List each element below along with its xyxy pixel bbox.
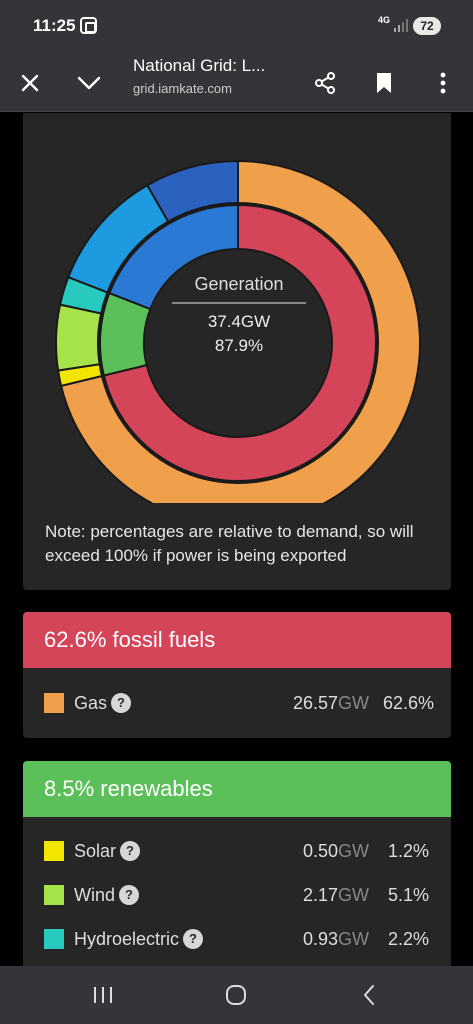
source-label: Solar — [74, 840, 117, 861]
help-icon[interactable]: ? — [120, 841, 141, 861]
bookmark-icon — [377, 73, 391, 93]
bookmark-button[interactable] — [365, 64, 403, 102]
help-icon[interactable]: ? — [111, 693, 132, 713]
battery-badge: 72 — [413, 17, 441, 35]
outer-ring-slice-2 — [55, 303, 103, 372]
signal-icon — [394, 19, 408, 32]
home-button[interactable] — [216, 979, 256, 1011]
page-title: National Grid: L... — [133, 56, 266, 75]
browser-toolbar: National Grid: L... grid.iamkate.com — [0, 54, 473, 112]
source-gw: 0.50 — [302, 840, 338, 861]
recent-apps-icon — [94, 987, 112, 1003]
group-header-renewables: 8.5% renewables — [23, 761, 451, 817]
chevron-down-icon — [77, 76, 101, 90]
source-values: 0.50 GW 1.2% — [303, 829, 429, 873]
chart-center-pct: 87.9% — [214, 336, 264, 355]
help-icon[interactable]: ? — [183, 929, 204, 949]
gas-swatch — [44, 693, 64, 713]
share-button[interactable] — [306, 64, 344, 102]
source-values: 26.57 GW 62.6% — [292, 668, 435, 738]
source-pct: 5.1% — [387, 884, 429, 905]
hydroelectric-swatch — [44, 929, 64, 949]
chart-center-divider — [172, 302, 306, 304]
page-content: Generation 37.4GW 87.9% Note: percentage… — [0, 113, 473, 966]
outer-ring-slice-0 — [59, 159, 421, 503]
outer-ring-slice-5 — [145, 159, 239, 223]
source-label: Hydroelectric — [74, 928, 180, 949]
renewables-card: 8.5% renewables Solar ? 0.50 GW 1.2% Wind… — [23, 761, 451, 966]
chart-center-gw: 37.4GW — [207, 312, 271, 331]
back-icon — [364, 985, 374, 1005]
source-row-gas: Gas ? 26.57 GW 62.6% — [23, 668, 451, 738]
back-button[interactable] — [349, 979, 389, 1011]
address-block[interactable]: National Grid: L... grid.iamkate.com — [133, 56, 293, 96]
close-button[interactable] — [11, 64, 49, 102]
help-icon[interactable]: ? — [119, 885, 140, 905]
source-label: Gas — [74, 692, 108, 713]
recent-apps-button[interactable] — [83, 979, 123, 1011]
solar-swatch — [44, 841, 64, 861]
wind-swatch — [44, 885, 64, 905]
share-icon — [315, 72, 335, 94]
home-icon — [226, 985, 246, 1005]
source-pct: 62.6% — [383, 692, 435, 713]
gw-unit: GW — [338, 928, 369, 949]
more-options-button[interactable] — [424, 64, 462, 102]
source-row-hydroelectric: Hydroelectric ? 0.93 GW 2.2% — [23, 917, 451, 961]
more-vert-icon — [440, 72, 446, 94]
source-values: 0.93 GW 2.2% — [303, 917, 429, 961]
screenshot-icon — [80, 17, 97, 34]
source-row-wind: Wind ? 2.17 GW 5.1% — [23, 873, 451, 917]
source-pct: 1.2% — [387, 840, 429, 861]
generation-chart-card: Generation 37.4GW 87.9% Note: percentage… — [23, 113, 451, 590]
url-text: grid.iamkate.com — [133, 81, 232, 96]
chart-note: Note: percentages are relative to demand… — [45, 522, 414, 565]
gw-unit: GW — [338, 884, 369, 905]
group-header-fossil-fuels: 62.6% fossil fuels — [23, 612, 451, 668]
collapse-button[interactable] — [70, 64, 108, 102]
gw-unit: GW — [338, 692, 369, 713]
close-icon — [21, 74, 39, 92]
source-gw: 26.57 — [292, 692, 338, 713]
inner-ring-slice-0 — [102, 203, 377, 482]
network-label: 4G — [378, 15, 391, 25]
source-values: 2.17 GW 5.1% — [303, 873, 429, 917]
fossil-fuels-card: 62.6% fossil fuels Gas ? 26.57 GW 62.6% — [23, 612, 451, 738]
source-pct: 2.2% — [387, 928, 429, 949]
source-row-solar: Solar ? 0.50 GW 1.2% — [23, 829, 451, 873]
source-gw: 0.93 — [302, 928, 338, 949]
gw-unit: GW — [338, 840, 369, 861]
source-label: Wind — [74, 884, 116, 905]
status-time: 11:25 — [33, 16, 76, 35]
system-nav-bar — [0, 966, 473, 1024]
chart-center-title: Generation — [194, 274, 284, 294]
source-gw: 2.17 — [302, 884, 338, 905]
status-bar: 11:25 4G 72 — [0, 0, 473, 54]
generation-donut-chart — [55, 159, 421, 503]
inner-ring-slice-2 — [108, 203, 239, 311]
